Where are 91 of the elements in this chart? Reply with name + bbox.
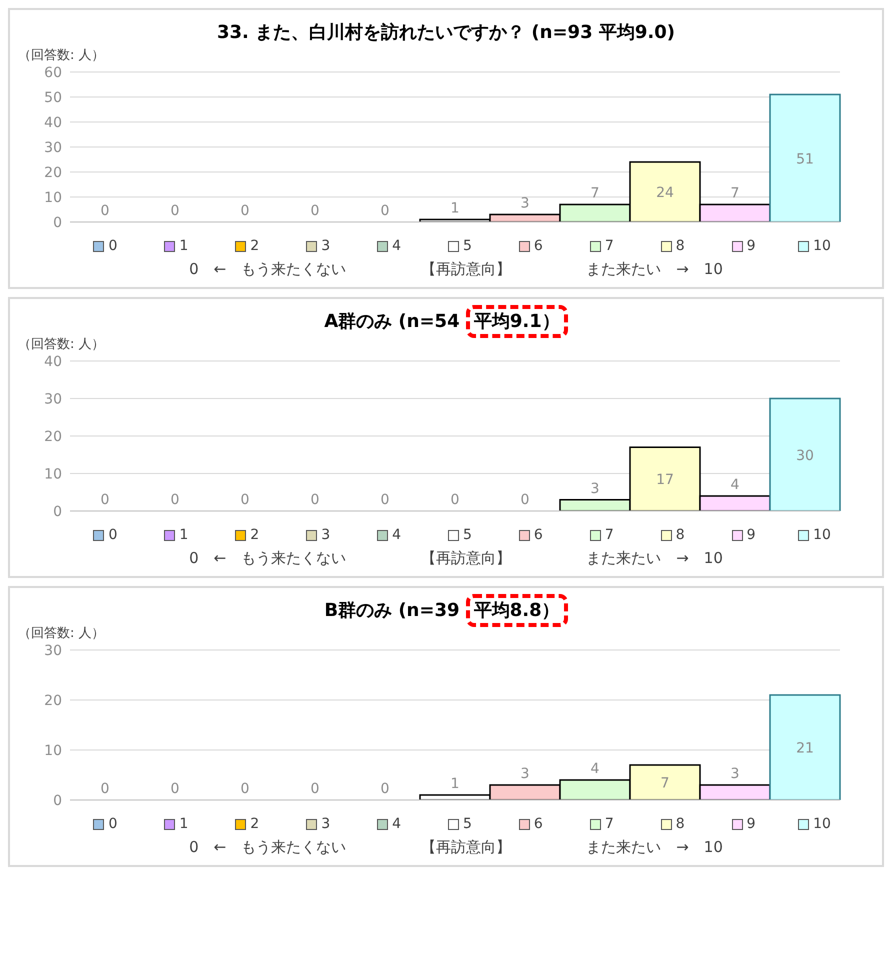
y-tick-label: 20 (44, 692, 62, 709)
y-axis-title: （回答数: 人） (18, 47, 106, 64)
legend-label: 9 (746, 527, 756, 543)
legend-label: 10 (813, 527, 831, 543)
y-tick-label: 20 (44, 428, 62, 445)
data-label: 30 (796, 448, 814, 464)
y-tick-label: 40 (44, 354, 62, 370)
legend-label: 7 (604, 816, 614, 832)
legend-label: 4 (392, 527, 402, 543)
legend-label: 9 (746, 238, 756, 254)
legend-label: 0 (108, 527, 118, 543)
legend-label: 2 (250, 238, 260, 254)
data-label: 3 (730, 766, 740, 782)
legend-label: 1 (179, 238, 188, 254)
x-axis-title: 0 ← もう来たくない 【再訪意向】 また来たい → 10 (188, 260, 724, 279)
y-tick-label: 10 (44, 742, 62, 759)
data-label: 4 (730, 477, 740, 493)
data-label: 51 (796, 151, 814, 168)
dashed-outline: 平均8.8） (466, 594, 568, 627)
legend-label: 1 (179, 816, 188, 832)
data-label: 0 (380, 492, 390, 508)
legend-label: 3 (321, 816, 330, 832)
legend-label: 10 (813, 238, 831, 254)
data-label: 0 (450, 492, 460, 508)
data-label: 0 (240, 492, 250, 508)
y-axis-title: （回答数: 人） (18, 625, 106, 642)
legend-label: 2 (250, 816, 260, 832)
series-label: 5 (463, 238, 472, 254)
legend-label: 6 (534, 527, 543, 543)
data-label: 1 (450, 200, 460, 216)
dashed-outline: 平均9.1） (466, 305, 568, 338)
x-axis-title: 0 ← もう来たくない 【再訪意向】 また来たい → 10 (188, 838, 724, 857)
legend-label: 3 (321, 238, 330, 254)
legend-label: 7 (604, 238, 614, 254)
legend-label: 2 (250, 527, 260, 543)
data-label: 0 (170, 492, 180, 508)
data-label: 0 (240, 781, 250, 797)
data-label: 0 (170, 781, 180, 797)
legend-label: 4 (392, 238, 402, 254)
data-label: 3 (590, 480, 600, 497)
data-label: 21 (796, 740, 814, 756)
data-label: 0 (100, 492, 110, 508)
legend-label: 8 (676, 816, 685, 832)
legend-label: 1 (179, 527, 188, 543)
y-tick-label: 0 (53, 504, 62, 520)
legend-label: 9 (746, 816, 756, 832)
y-tick-label: 40 (44, 114, 62, 131)
data-label: 0 (380, 781, 390, 797)
data-label: 7 (730, 186, 740, 202)
data-label: 0 (310, 203, 320, 219)
data-label: 24 (656, 185, 674, 201)
legend-label: 8 (676, 527, 685, 543)
y-tick-label: 20 (44, 164, 62, 181)
data-label: 0 (100, 203, 110, 219)
data-label: 0 (170, 203, 180, 219)
legend-label: 6 (534, 238, 543, 254)
data-label: 3 (520, 766, 530, 782)
legend-label: 7 (604, 527, 614, 543)
legend-label: 3 (321, 527, 330, 543)
data-label: 0 (310, 781, 320, 797)
data-label: 0 (310, 492, 320, 508)
legend-label: 8 (676, 238, 685, 254)
data-label: 0 (520, 492, 530, 508)
data-label: 0 (240, 203, 250, 219)
y-tick-label: 50 (44, 90, 62, 106)
y-tick-label: 0 (53, 792, 62, 809)
y-tick-label: 30 (44, 642, 62, 659)
y-tick-label: 0 (53, 214, 62, 231)
legend-label: 0 (108, 238, 118, 254)
data-label: 17 (656, 472, 674, 488)
y-axis-title: （回答数: 人） (18, 336, 106, 353)
data-label: 3 (520, 196, 530, 212)
data-label: 0 (380, 203, 390, 219)
y-tick-label: 10 (44, 466, 62, 482)
data-label: 7 (590, 186, 600, 202)
data-label: 4 (590, 761, 600, 777)
legend-label: 10 (813, 816, 831, 832)
data-label: 7 (660, 776, 670, 792)
y-tick-label: 30 (44, 140, 62, 156)
y-tick-label: 60 (44, 64, 62, 81)
y-tick-label: 30 (44, 391, 62, 408)
x-axis-title: 0 ← もう来たくない 【再訪意向】 また来たい → 10 (188, 549, 724, 568)
legend-label: 4 (392, 816, 402, 832)
data-label: 1 (450, 776, 460, 792)
series-label: 5 (463, 816, 472, 832)
data-label: 0 (100, 781, 110, 797)
chart-title: 33. また、白川村を訪れたいですか？ (n=93 平均9.0) (217, 22, 675, 43)
y-tick-label: 10 (44, 190, 62, 206)
legend-label: 5 (463, 527, 472, 543)
legend-label: 0 (108, 816, 118, 832)
legend-label: 6 (534, 816, 543, 832)
